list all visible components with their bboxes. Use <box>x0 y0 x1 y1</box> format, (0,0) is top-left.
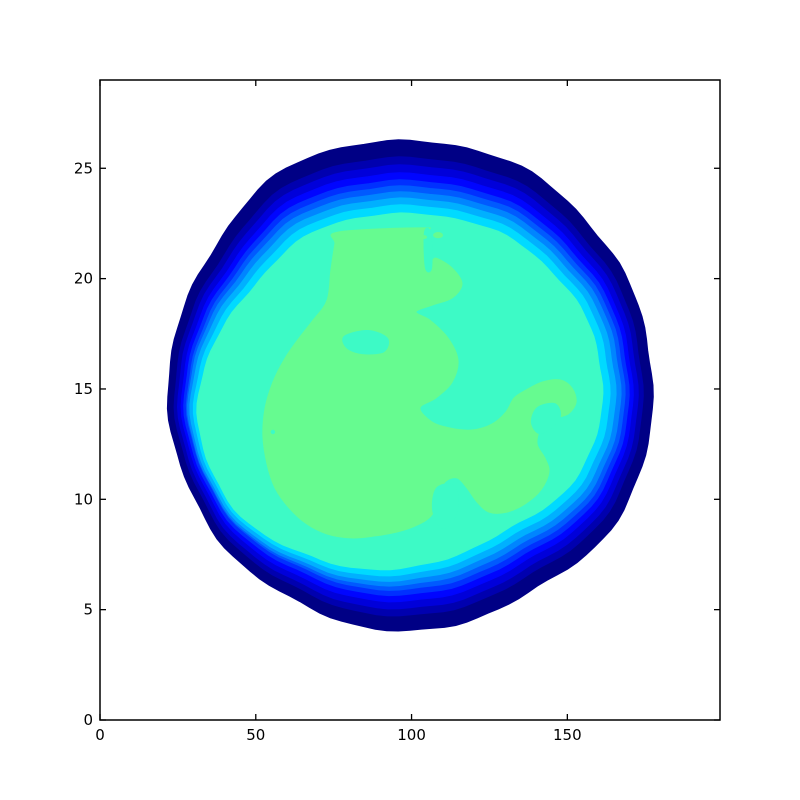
contour-speck-green <box>433 232 444 239</box>
y-tick-label: 20 <box>74 270 93 288</box>
contour-detail-pocket <box>342 329 390 355</box>
y-tick-label: 15 <box>74 380 93 398</box>
x-tick-label: 50 <box>246 726 265 744</box>
contour-layers <box>166 139 654 632</box>
contour-detail-pocket <box>431 483 459 529</box>
x-tick-label: 100 <box>397 726 426 744</box>
contour-detail-pocket <box>530 402 562 435</box>
y-tick-label: 5 <box>83 601 93 619</box>
y-tick-label: 0 <box>83 711 93 729</box>
contour-detail-pocket <box>423 227 433 273</box>
x-tick-label: 150 <box>553 726 582 744</box>
y-tick-label: 25 <box>74 159 93 177</box>
plot-frame <box>99 79 721 721</box>
x-tick-label: 0 <box>95 726 105 744</box>
contour-high-level-region <box>262 227 577 539</box>
y-tick-label: 10 <box>74 490 93 508</box>
contour-speck-green <box>421 235 428 240</box>
contour-speck-turquoise <box>270 429 276 435</box>
